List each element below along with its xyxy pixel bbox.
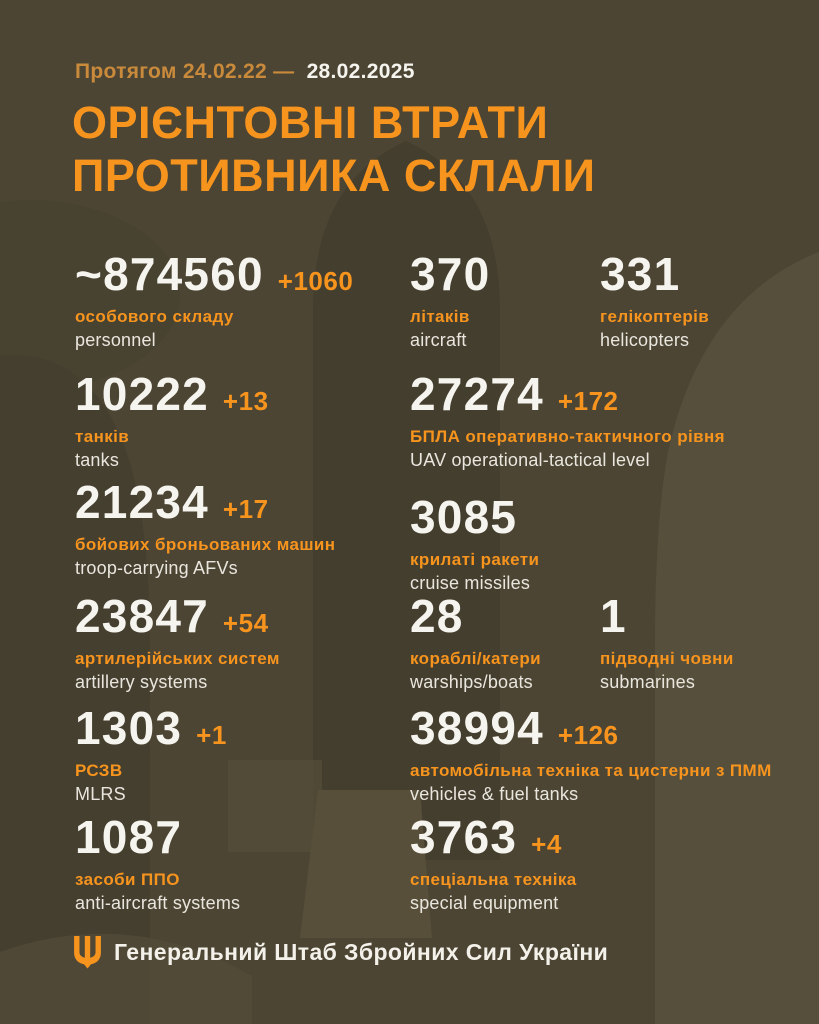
stat-delta: +172 (557, 386, 619, 416)
period-label: Протягом 24.02.22 — (75, 60, 295, 83)
stat-artillery: 23847 +54 артилерійських систем artillery… (75, 593, 405, 694)
stat-delta: +126 (557, 720, 619, 750)
stat-delta: +1 (196, 720, 227, 750)
stat-value: ~874560 (75, 248, 264, 300)
stat-label-en: tanks (75, 450, 120, 471)
stat-anti-aircraft: 1087 засоби ППО anti-aircraft systems (75, 814, 405, 915)
page-title: ОРІЄНТОВНІ ВТРАТИ ПРОТИВНИКА СКЛАЛИ (72, 96, 595, 202)
stat-label-en: helicopters (600, 330, 690, 351)
stat-value: 1303 (75, 702, 183, 754)
stat-uav: 27274 +172 БПЛА оперативно-тактичного рів… (410, 371, 812, 472)
stat-label-en: special equipment (410, 893, 559, 914)
stat-label-en: cruise missiles (410, 573, 531, 594)
stat-value: 28 (410, 590, 464, 642)
stat-value: 21234 (75, 476, 209, 528)
stat-label-en: vehicles & fuel tanks (410, 784, 579, 805)
stat-label-ua: бойових броньованих машин (75, 535, 336, 554)
stat-label-en: anti-aircraft systems (75, 893, 241, 914)
footer: Генеральний Штаб Збройних Сил України (74, 936, 608, 969)
stat-value: 38994 (410, 702, 544, 754)
stat-label-en: aircraft (410, 330, 467, 351)
stat-label-ua: РСЗВ (75, 761, 123, 780)
stat-delta: +17 (222, 494, 269, 524)
stat-delta: +13 (222, 386, 269, 416)
stat-tanks: 10222 +13 танків tanks (75, 371, 405, 472)
title-line-1: ОРІЄНТОВНІ ВТРАТИ (72, 97, 549, 148)
stat-submarines: 1 підводні човни submarines (600, 593, 814, 694)
stat-label-en: submarines (600, 672, 696, 693)
stat-value: 1 (600, 590, 627, 642)
stat-afv: 21234 +17 бойових броньованих машин troop… (75, 479, 405, 580)
stat-label-en: personnel (75, 330, 156, 351)
report-date: 28.02.2025 (306, 60, 415, 83)
stat-label-ua: спеціальна техніка (410, 870, 577, 889)
stat-label-ua: гелікоптерів (600, 307, 710, 326)
stat-delta: +54 (222, 608, 269, 638)
stat-label-en: MLRS (75, 784, 126, 805)
stat-cruise-missiles: 3085 крилаті ракети cruise missiles (410, 494, 812, 595)
stat-value: 27274 (410, 368, 544, 420)
stat-label-ua: літаків (410, 307, 470, 326)
stat-delta: +4 (531, 829, 562, 859)
stat-label-en: UAV operational-tactical level (410, 450, 650, 471)
stat-warships: 28 кораблі/катери warships/boats (410, 593, 812, 694)
organization-name: Генеральний Штаб Збройних Сил України (114, 939, 609, 965)
stat-label-ua: крилаті ракети (410, 550, 540, 569)
stat-label-ua: особового складу (75, 307, 234, 326)
stat-value: 370 (410, 248, 491, 300)
stat-label-ua: автомобільна техніка та цистерни з ПММ (410, 761, 772, 780)
stat-label-en: artillery systems (75, 672, 208, 693)
stat-label-ua: кораблі/катери (410, 649, 542, 668)
stat-label-ua: підводні човни (600, 649, 734, 668)
stat-value: 3085 (410, 491, 518, 543)
stat-label-en: troop-carrying AFVs (75, 558, 238, 579)
stat-value: 10222 (75, 368, 209, 420)
title-line-2: ПРОТИВНИКА СКЛАЛИ (72, 150, 596, 201)
stat-label-ua: засоби ППО (75, 870, 180, 889)
stat-mlrs: 1303 +1 РСЗВ MLRS (75, 705, 405, 806)
trident-icon (74, 936, 101, 969)
stat-special-equipment: 3763 +4 спеціальна техніка special equipm… (410, 814, 812, 915)
stat-value: 331 (600, 248, 681, 300)
stat-helicopters: 331 гелікоптерів helicopters (600, 251, 814, 352)
stat-value: 23847 (75, 590, 209, 642)
stat-aircraft: 370 літаків aircraft (410, 251, 812, 352)
stat-label-ua: артилерійських систем (75, 649, 280, 668)
stat-label-ua: танків (75, 427, 130, 446)
stat-value: 1087 (75, 811, 183, 863)
stat-delta: +1060 (277, 266, 354, 296)
stat-label-ua: БПЛА оперативно-тактичного рівня (410, 427, 725, 446)
stat-vehicles-fuel: 38994 +126 автомобільна техніка та цистер… (410, 705, 812, 806)
stat-value: 3763 (410, 811, 518, 863)
stat-personnel: ~874560 +1060 особового складу personnel (75, 251, 405, 352)
date-range: Протягом 24.02.22 — 28.02.2025 (75, 60, 415, 84)
stat-label-en: warships/boats (410, 672, 533, 693)
